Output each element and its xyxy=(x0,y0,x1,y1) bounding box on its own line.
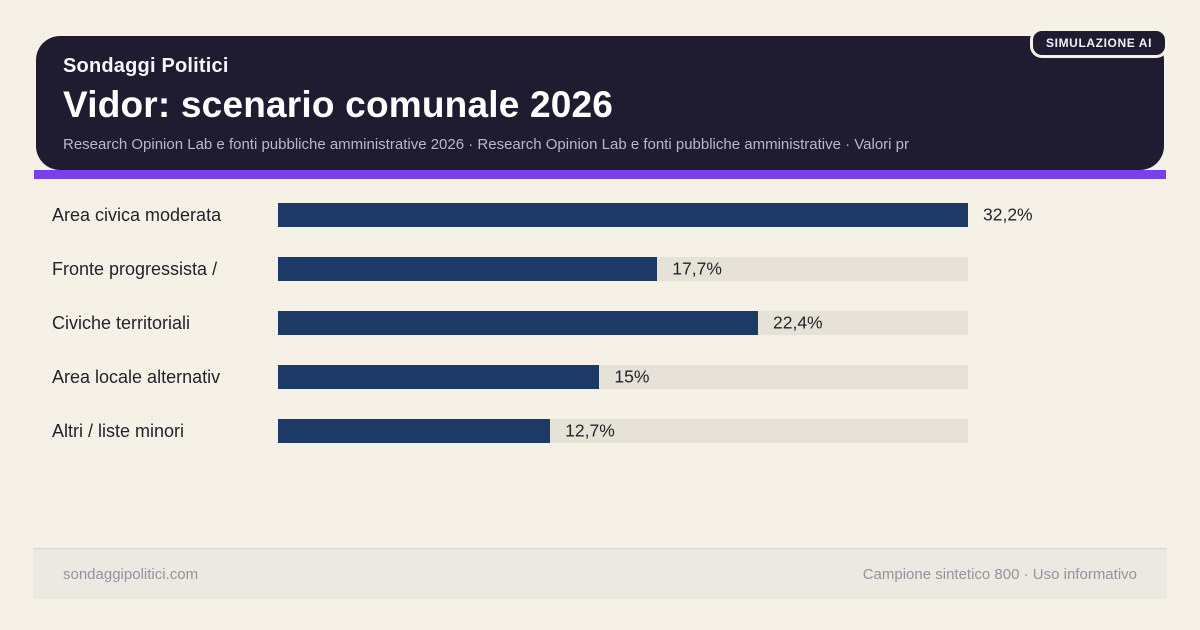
footer: sondaggipolitici.com Campione sintetico … xyxy=(33,548,1167,599)
bar-track: 32,2% xyxy=(278,203,1033,227)
bar-row: Civiche territoriali 22,4% xyxy=(52,311,1152,335)
bar-category-label: Area civica moderata xyxy=(52,204,222,225)
simulation-badge-label: SIMULAZIONE AI xyxy=(1046,36,1152,50)
bar-category-label: Altri / liste minori xyxy=(52,420,185,441)
brand-name: Sondaggi Politici xyxy=(63,55,229,77)
bar-fill xyxy=(278,311,758,335)
bar-value-label: 22,4% xyxy=(773,312,823,333)
bar-fill xyxy=(278,419,551,443)
bar-chart: Area civica moderata 32,2% Fronte progress… xyxy=(52,203,1152,473)
bar-track: 12,7% xyxy=(278,419,968,443)
accent-divider xyxy=(34,170,1166,179)
bar-value-label: 32,2% xyxy=(983,204,1033,225)
bar-value-label: 12,7% xyxy=(565,420,615,441)
bar-value-label: 17,7% xyxy=(672,258,722,279)
bar-category-label: Civiche territoriali xyxy=(52,312,191,333)
bar-row: Fronte progressista / 17,7% xyxy=(52,257,1152,281)
bar-row: Area locale alternativ 15% xyxy=(52,365,1152,389)
bar-category-label: Area locale alternativ xyxy=(52,366,221,387)
bar-row: Altri / liste minori 12,7% xyxy=(52,419,1152,443)
bar-fill xyxy=(278,365,600,389)
source-subtitle: Research Opinion Lab e fonti pubbliche a… xyxy=(63,136,909,153)
bar-category-label: Fronte progressista / xyxy=(52,258,218,279)
bar-fill xyxy=(278,203,968,227)
footer-site-url: sondaggipolitici.com xyxy=(63,565,199,583)
page-title: Vidor: scenario comunale 2026 xyxy=(63,84,614,125)
header: Sondaggi Politici Vidor: scenario comuna… xyxy=(36,36,1164,170)
simulation-badge: SIMULAZIONE AI xyxy=(1030,28,1168,58)
bar-track: 22,4% xyxy=(278,311,968,335)
bar-track: 17,7% xyxy=(278,257,968,281)
bar-track: 15% xyxy=(278,365,968,389)
bar-fill xyxy=(278,257,658,281)
bar-value-label: 15% xyxy=(614,366,650,387)
bar-row: Area civica moderata 32,2% xyxy=(52,203,1152,227)
footer-sample-note: Campione sintetico 800 · Uso informativo xyxy=(862,565,1137,583)
